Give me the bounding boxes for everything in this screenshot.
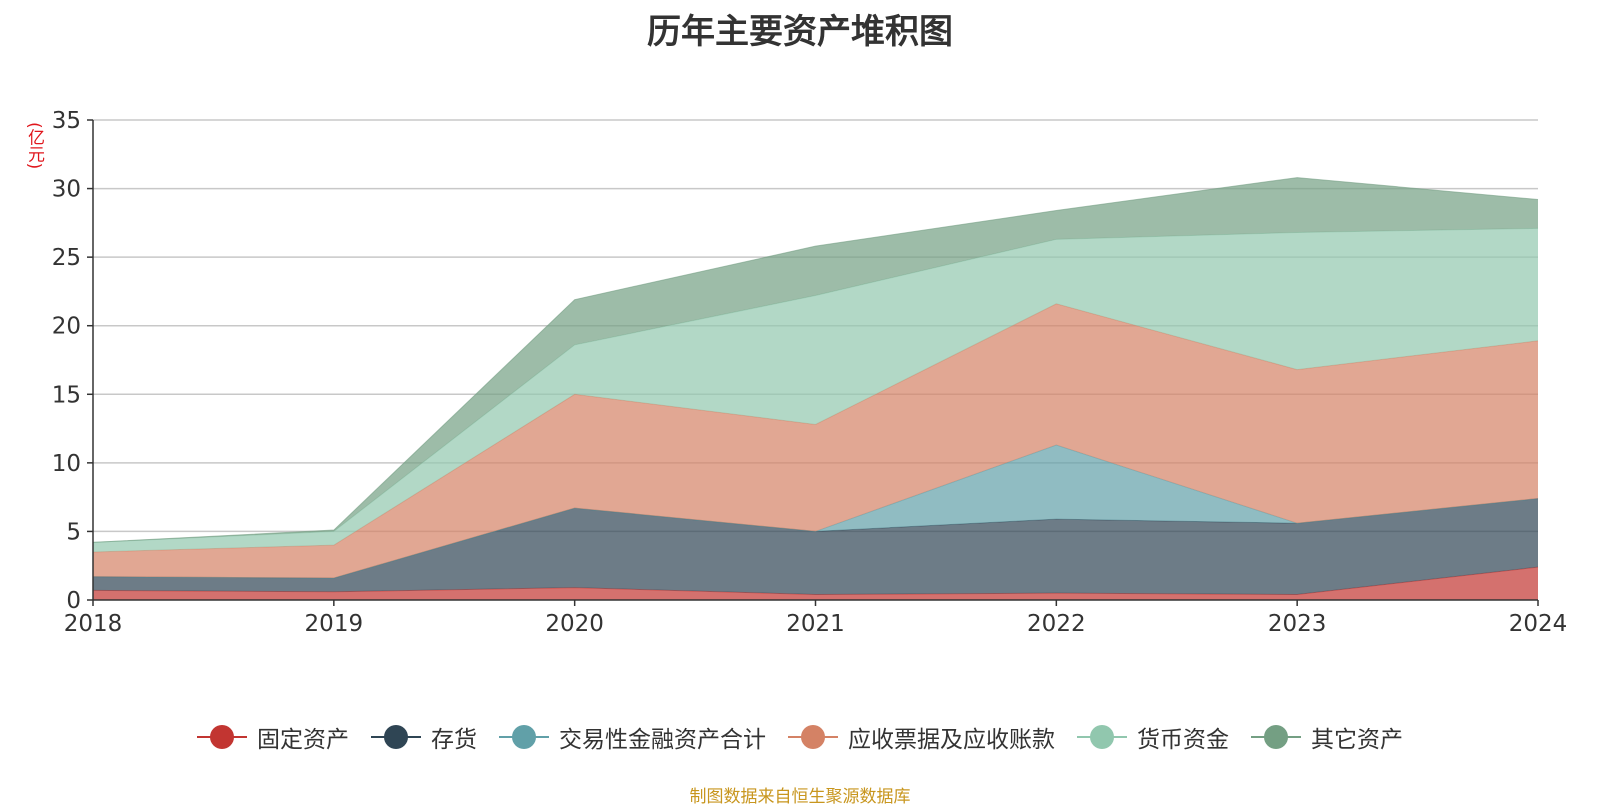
series-line-5 [92, 177, 1539, 543]
y-tick-label: 5 [66, 519, 81, 545]
legend-marker-dot [384, 725, 408, 749]
legend: 固定资产 存货 交易性金融资产合计 应收票据及应收账款 货币资金 其它资产 [0, 720, 1600, 754]
legend-item-0[interactable]: 固定资产 [197, 720, 349, 754]
area-series-3 [93, 303, 1538, 579]
y-tick-label: 15 [52, 382, 81, 408]
legend-marker [371, 725, 421, 749]
area-series-2 [93, 445, 1538, 579]
x-tick-label: 2018 [64, 611, 123, 637]
y-tick-label: 0 [66, 588, 81, 614]
legend-marker-dot [1090, 725, 1114, 749]
legend-item-5[interactable]: 其它资产 [1251, 720, 1403, 754]
axes: 0 5 10 15 20 25 30 35 2018 2019 2020 2021 2022 2023 20… [52, 108, 1568, 637]
legend-label: 存货 [431, 727, 477, 753]
x-tick-label: 2021 [786, 611, 845, 637]
x-tick-label: 2019 [305, 611, 364, 637]
legend-item-4[interactable]: 货币资金 [1077, 720, 1229, 754]
y-tick-label: 10 [52, 451, 81, 477]
legend-marker-dot [512, 725, 536, 749]
x-tick-label: 2022 [1027, 611, 1086, 637]
y-tick-label: 35 [52, 108, 81, 134]
y-tick-label: 20 [52, 314, 81, 340]
area-series-5 [93, 177, 1538, 543]
x-tick-label: 2020 [545, 611, 604, 637]
legend-item-3[interactable]: 应收票据及应收账款 [788, 720, 1055, 754]
legend-label: 货币资金 [1137, 727, 1229, 753]
y-axis-unit-label: (亿元) [24, 122, 44, 170]
area-series-0 [93, 567, 1538, 600]
legend-label: 应收票据及应收账款 [848, 727, 1055, 753]
x-tick-label: 2023 [1268, 611, 1327, 637]
x-tick-label: 2024 [1509, 611, 1568, 637]
legend-label: 交易性金融资产合计 [559, 727, 766, 753]
legend-marker-dot [801, 725, 825, 749]
legend-marker [499, 725, 549, 749]
legend-label: 固定资产 [257, 727, 349, 753]
legend-marker-dot [1264, 725, 1288, 749]
legend-label: 其它资产 [1311, 727, 1403, 753]
area-series-4 [93, 228, 1538, 553]
area-series-1 [93, 498, 1538, 595]
legend-item-1[interactable]: 存货 [371, 720, 477, 754]
y-tick-label: 25 [52, 245, 81, 271]
legend-item-2[interactable]: 交易性金融资产合计 [499, 720, 766, 754]
legend-marker-dot [210, 725, 234, 749]
legend-marker [788, 725, 838, 749]
stacked-areas [92, 177, 1539, 600]
data-source-note: 制图数据来自恒生聚源数据库 [689, 787, 911, 807]
chart-title: 历年主要资产堆积图 [647, 12, 953, 52]
legend-marker [1251, 725, 1301, 749]
y-tick-label: 30 [52, 177, 81, 203]
legend-marker [1077, 725, 1127, 749]
legend-marker [197, 725, 247, 749]
